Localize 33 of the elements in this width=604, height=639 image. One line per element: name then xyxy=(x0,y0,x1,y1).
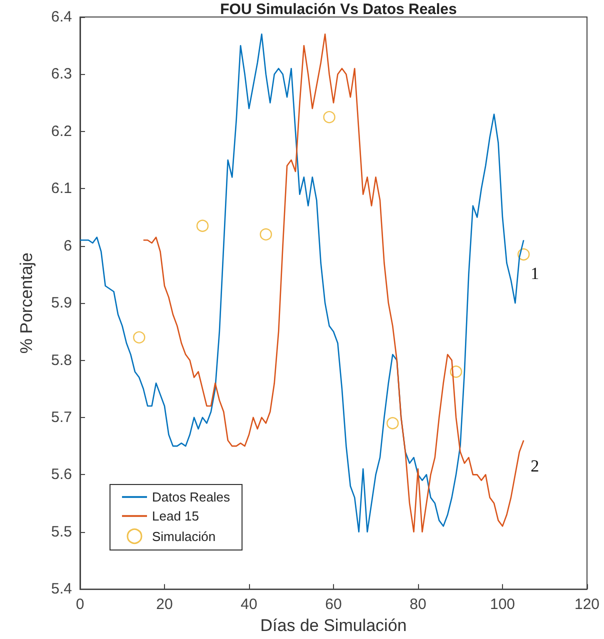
y-tick-label: 5.9 xyxy=(51,294,72,312)
x-tick-label: 100 xyxy=(490,596,516,614)
x-tick-label: 20 xyxy=(156,596,173,614)
y-tick-label: 6.4 xyxy=(51,8,72,26)
y-tick-label: 5.8 xyxy=(51,352,72,369)
point xyxy=(518,248,530,261)
legend-label: Datos Reales xyxy=(152,490,231,504)
point xyxy=(196,220,209,232)
y-tick-label: 6.3 xyxy=(51,66,72,83)
annotation: 2 xyxy=(530,456,540,476)
x-tick-label: 120 xyxy=(574,596,600,614)
point xyxy=(450,366,462,378)
x-tick-label: 80 xyxy=(410,596,426,614)
y-tick-label: 6.1 xyxy=(51,180,72,198)
y-tick-label: 5.5 xyxy=(51,523,72,540)
x-tick-label: 0 xyxy=(76,596,84,614)
y-tick-label: 5.6 xyxy=(51,466,72,484)
x-tick-label: 60 xyxy=(325,596,342,614)
point xyxy=(323,111,336,124)
chart-title: FOU Simulación Vs Datos Reales xyxy=(220,1,457,18)
x-axis-title: Días de Simulación xyxy=(260,616,407,635)
y-tick-label: 6.2 xyxy=(51,122,72,140)
x-tick-label: 40 xyxy=(240,596,258,614)
point xyxy=(386,417,399,430)
point xyxy=(133,331,146,344)
legend-label: Lead 15 xyxy=(152,508,199,524)
y-tick-label: 6 xyxy=(64,237,72,254)
legend-label: Simulación xyxy=(152,528,216,544)
y-axis-title: % Porcentaje xyxy=(17,252,36,354)
y-tick-label: 5.7 xyxy=(51,408,72,426)
annotation: 1 xyxy=(530,264,540,284)
point xyxy=(260,228,272,240)
y-tick-label: 5.4 xyxy=(51,580,72,598)
